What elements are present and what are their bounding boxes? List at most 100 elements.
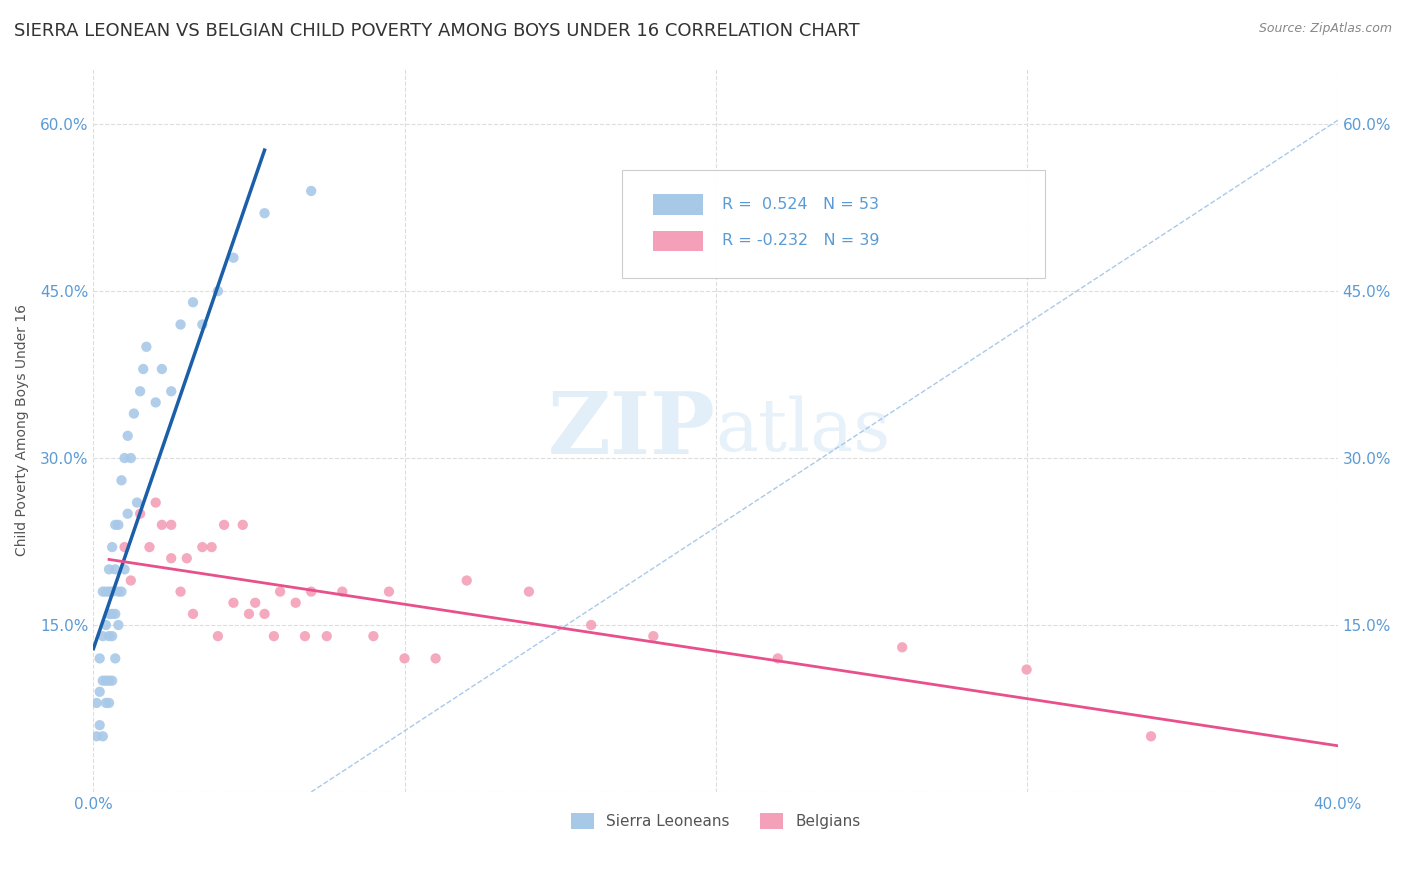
- Point: [94, 618, 117, 632]
- Text: atlas: atlas: [716, 395, 891, 466]
- Legend: Sierra Leoneans, Belgians: Sierra Leoneans, Belgians: [565, 806, 866, 835]
- Point: [125, 495, 148, 509]
- Point: [110, 584, 132, 599]
- Point: [107, 517, 129, 532]
- Point: [101, 607, 124, 621]
- Point: [766, 651, 789, 665]
- Point: [89, 718, 111, 732]
- Point: [269, 584, 291, 599]
- Point: [89, 685, 111, 699]
- Point: [1140, 729, 1163, 743]
- Point: [222, 251, 245, 265]
- Point: [129, 507, 152, 521]
- Point: [98, 584, 121, 599]
- Point: [120, 574, 142, 588]
- Point: [101, 629, 124, 643]
- Point: [120, 451, 142, 466]
- Point: [212, 517, 235, 532]
- Point: [104, 607, 127, 621]
- Text: ZIP: ZIP: [548, 388, 716, 472]
- Point: [284, 596, 307, 610]
- Point: [201, 540, 224, 554]
- Point: [232, 517, 254, 532]
- Point: [253, 206, 276, 220]
- Point: [145, 395, 167, 409]
- Point: [169, 584, 191, 599]
- Point: [191, 540, 214, 554]
- Bar: [654, 230, 703, 251]
- Point: [86, 729, 108, 743]
- Point: [145, 495, 167, 509]
- Point: [98, 562, 121, 576]
- Point: [363, 629, 385, 643]
- Point: [101, 673, 124, 688]
- Point: [425, 651, 447, 665]
- Point: [517, 584, 540, 599]
- Bar: [654, 194, 703, 215]
- Point: [91, 629, 114, 643]
- Point: [86, 696, 108, 710]
- Point: [98, 629, 121, 643]
- Point: [98, 696, 121, 710]
- Point: [117, 507, 139, 521]
- Point: [150, 362, 173, 376]
- Point: [191, 318, 214, 332]
- Point: [98, 607, 121, 621]
- Point: [207, 284, 229, 298]
- Point: [891, 640, 914, 655]
- Point: [181, 607, 204, 621]
- Point: [207, 629, 229, 643]
- Point: [107, 618, 129, 632]
- Point: [117, 429, 139, 443]
- Text: R =  0.524   N = 53: R = 0.524 N = 53: [721, 197, 879, 212]
- Y-axis label: Child Poverty Among Boys Under 16: Child Poverty Among Boys Under 16: [15, 304, 30, 557]
- Point: [299, 584, 322, 599]
- Point: [114, 540, 136, 554]
- Point: [160, 517, 183, 532]
- Point: [394, 651, 416, 665]
- Point: [110, 473, 132, 487]
- Point: [107, 584, 129, 599]
- Point: [315, 629, 337, 643]
- Point: [135, 340, 157, 354]
- Text: R = -0.232   N = 39: R = -0.232 N = 39: [721, 233, 879, 248]
- Point: [89, 651, 111, 665]
- Point: [238, 607, 260, 621]
- Point: [101, 540, 124, 554]
- Point: [138, 540, 160, 554]
- Point: [1015, 663, 1038, 677]
- Point: [330, 584, 353, 599]
- Point: [94, 673, 117, 688]
- Point: [294, 629, 316, 643]
- Point: [643, 629, 665, 643]
- Point: [98, 673, 121, 688]
- Point: [122, 407, 145, 421]
- Point: [222, 596, 245, 610]
- Point: [94, 696, 117, 710]
- Point: [150, 517, 173, 532]
- Text: Source: ZipAtlas.com: Source: ZipAtlas.com: [1258, 22, 1392, 36]
- Point: [104, 517, 127, 532]
- Point: [91, 729, 114, 743]
- Point: [101, 584, 124, 599]
- Point: [160, 551, 183, 566]
- FancyBboxPatch shape: [623, 169, 1045, 278]
- Text: SIERRA LEONEAN VS BELGIAN CHILD POVERTY AMONG BOYS UNDER 16 CORRELATION CHART: SIERRA LEONEAN VS BELGIAN CHILD POVERTY …: [14, 22, 859, 40]
- Point: [299, 184, 322, 198]
- Point: [245, 596, 267, 610]
- Point: [114, 562, 136, 576]
- Point: [129, 384, 152, 399]
- Point: [181, 295, 204, 310]
- Point: [456, 574, 478, 588]
- Point: [91, 584, 114, 599]
- Point: [579, 618, 602, 632]
- Point: [263, 629, 285, 643]
- Point: [104, 651, 127, 665]
- Point: [94, 584, 117, 599]
- Point: [253, 607, 276, 621]
- Point: [169, 318, 191, 332]
- Point: [104, 562, 127, 576]
- Point: [132, 362, 155, 376]
- Point: [176, 551, 198, 566]
- Point: [114, 451, 136, 466]
